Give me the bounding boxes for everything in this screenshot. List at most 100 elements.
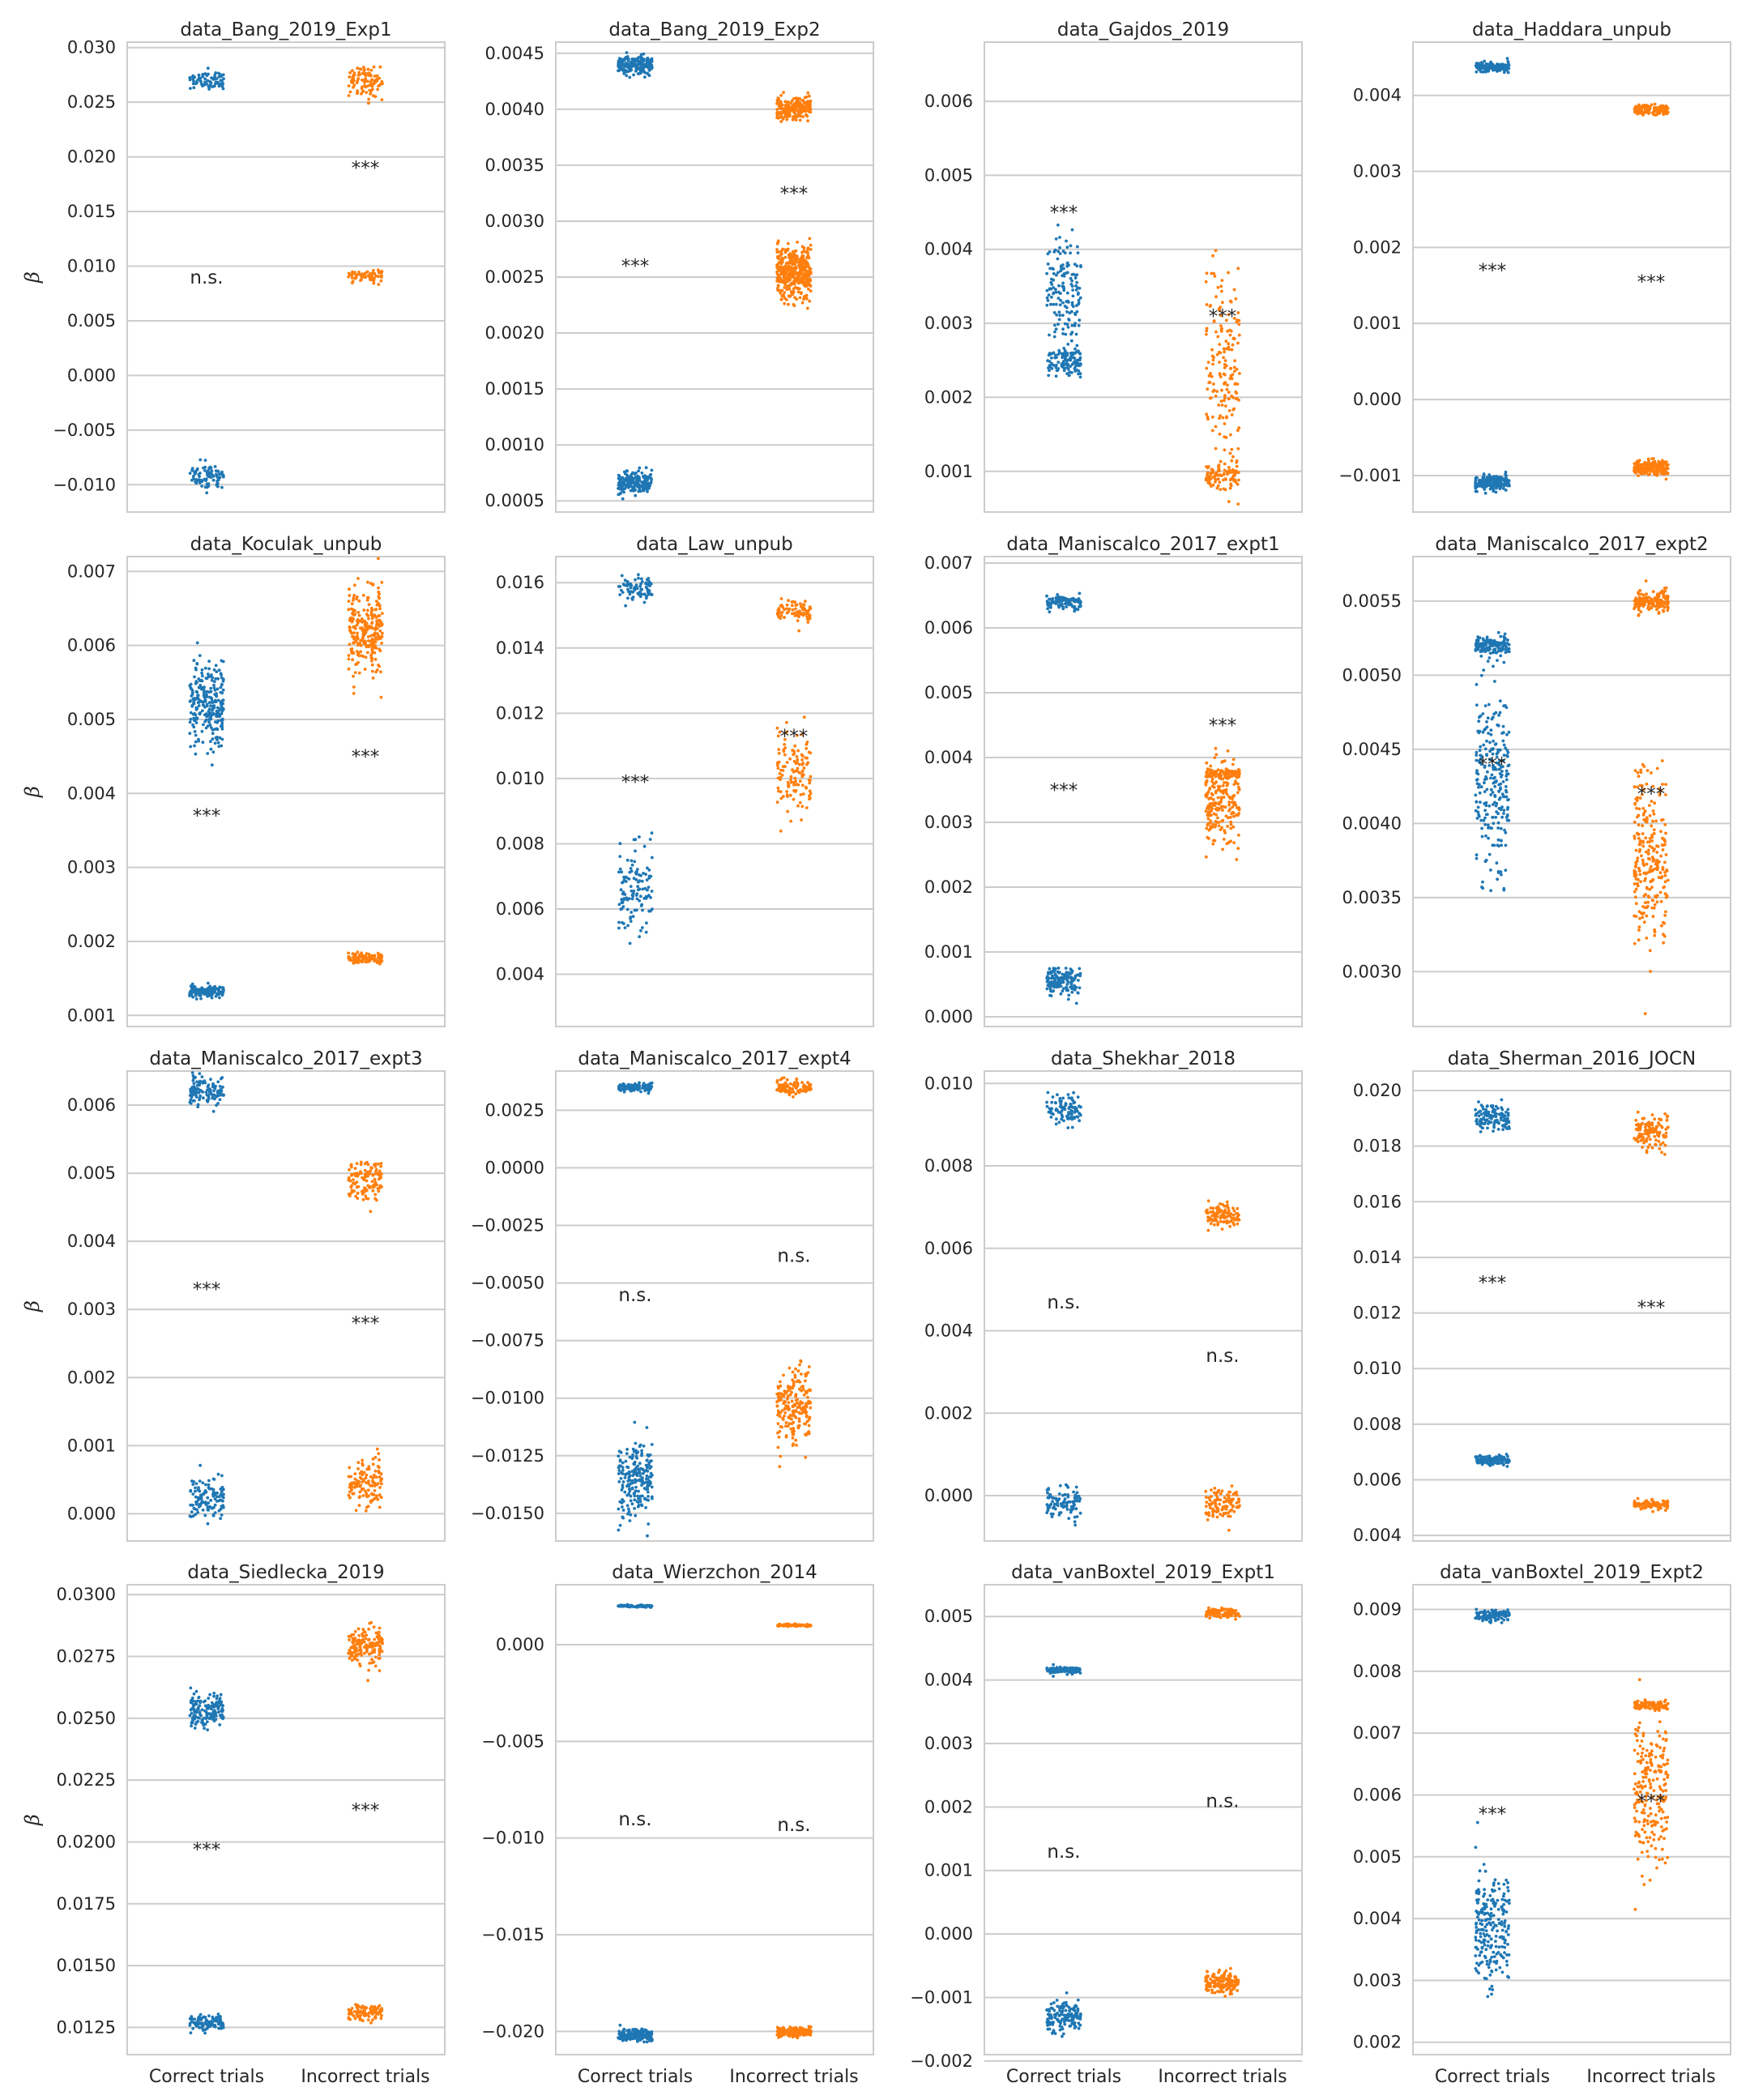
y-tick-label: 0.0035 (485, 156, 544, 175)
data-point (1227, 342, 1230, 346)
y-tick-label: 0.004 (496, 965, 544, 984)
data-point (357, 271, 361, 274)
data-point (650, 468, 654, 472)
data-point (651, 856, 654, 860)
data-point (1219, 769, 1223, 773)
data-point (1650, 606, 1654, 610)
data-point (1228, 486, 1232, 490)
data-point (1502, 812, 1505, 815)
data-point (1635, 109, 1638, 113)
data-point (1507, 798, 1510, 801)
subplot: data_Koculak_unpub0.0010.0020.0030.0040.… (21, 534, 446, 1027)
data-point (1477, 719, 1481, 723)
data-point (801, 612, 805, 617)
data-point (785, 284, 789, 288)
data-point (621, 497, 625, 501)
data-point (1231, 455, 1235, 459)
data-point (1209, 396, 1213, 399)
data-point (1075, 309, 1079, 314)
data-point (209, 466, 213, 470)
data-point (787, 100, 791, 104)
data-point (1064, 332, 1068, 336)
data-point (1650, 103, 1654, 107)
data-point (802, 249, 805, 253)
data-point (1236, 847, 1240, 851)
data-point (1231, 336, 1236, 340)
data-point (359, 279, 362, 282)
data-point (352, 85, 355, 89)
data-point (1231, 762, 1235, 766)
data-point (1217, 807, 1220, 811)
data-point (201, 991, 205, 995)
data-point (1223, 772, 1226, 775)
data-point (625, 483, 629, 486)
data-point (788, 287, 792, 291)
data-point (1052, 302, 1056, 306)
data-point (212, 700, 216, 704)
data-point (374, 600, 378, 603)
data-point (1214, 330, 1218, 334)
data-point (635, 870, 638, 874)
data-point (1220, 826, 1224, 830)
data-point (217, 668, 221, 672)
data-point (807, 281, 811, 284)
data-point (1221, 847, 1224, 852)
data-point (1503, 795, 1507, 799)
data-point (210, 763, 214, 767)
y-axis-label: β (21, 271, 44, 284)
data-point (630, 64, 634, 68)
data-point (190, 468, 194, 472)
data-point (1225, 781, 1228, 784)
data-point (1075, 273, 1079, 276)
data-point (617, 62, 621, 66)
data-point (788, 793, 792, 797)
data-point (1490, 826, 1493, 830)
data-point (1504, 830, 1508, 834)
data-point (364, 77, 368, 81)
data-point (1212, 382, 1215, 386)
data-point (1637, 608, 1641, 612)
data-point (1476, 805, 1480, 809)
data-point (1061, 281, 1065, 285)
data-point (809, 99, 813, 103)
data-point (366, 580, 369, 584)
data-point (1226, 825, 1229, 828)
data-point (1210, 348, 1214, 352)
data-point (1237, 478, 1240, 482)
data-point (801, 278, 805, 282)
data-point (1228, 478, 1232, 482)
data-point (617, 920, 621, 924)
data-point (379, 279, 383, 283)
data-point (1234, 803, 1238, 807)
data-point (626, 596, 630, 600)
data-point (646, 888, 649, 892)
data-point (799, 278, 802, 282)
data-point (806, 91, 810, 95)
data-point (1078, 986, 1082, 990)
data-point (200, 671, 204, 675)
data-point (220, 706, 224, 710)
data-point (799, 604, 803, 608)
data-point (1646, 600, 1650, 604)
data-point (623, 926, 627, 929)
data-point (1645, 467, 1649, 472)
data-point (362, 66, 365, 69)
data-point (1237, 788, 1241, 792)
data-point (1221, 301, 1224, 305)
data-point (370, 78, 373, 82)
y-tick-label: 0.007 (67, 561, 116, 581)
data-point (775, 110, 779, 114)
data-point (359, 67, 363, 71)
data-point (1635, 806, 1638, 810)
data-point (633, 860, 637, 864)
data-point (204, 726, 208, 730)
data-point (775, 108, 779, 112)
data-point (1045, 288, 1049, 292)
data-point (1643, 103, 1647, 107)
data-point (1235, 459, 1239, 463)
data-point (644, 930, 648, 934)
data-point (1497, 797, 1501, 801)
data-point (1045, 271, 1048, 275)
data-point (188, 684, 192, 688)
data-point (644, 466, 648, 470)
